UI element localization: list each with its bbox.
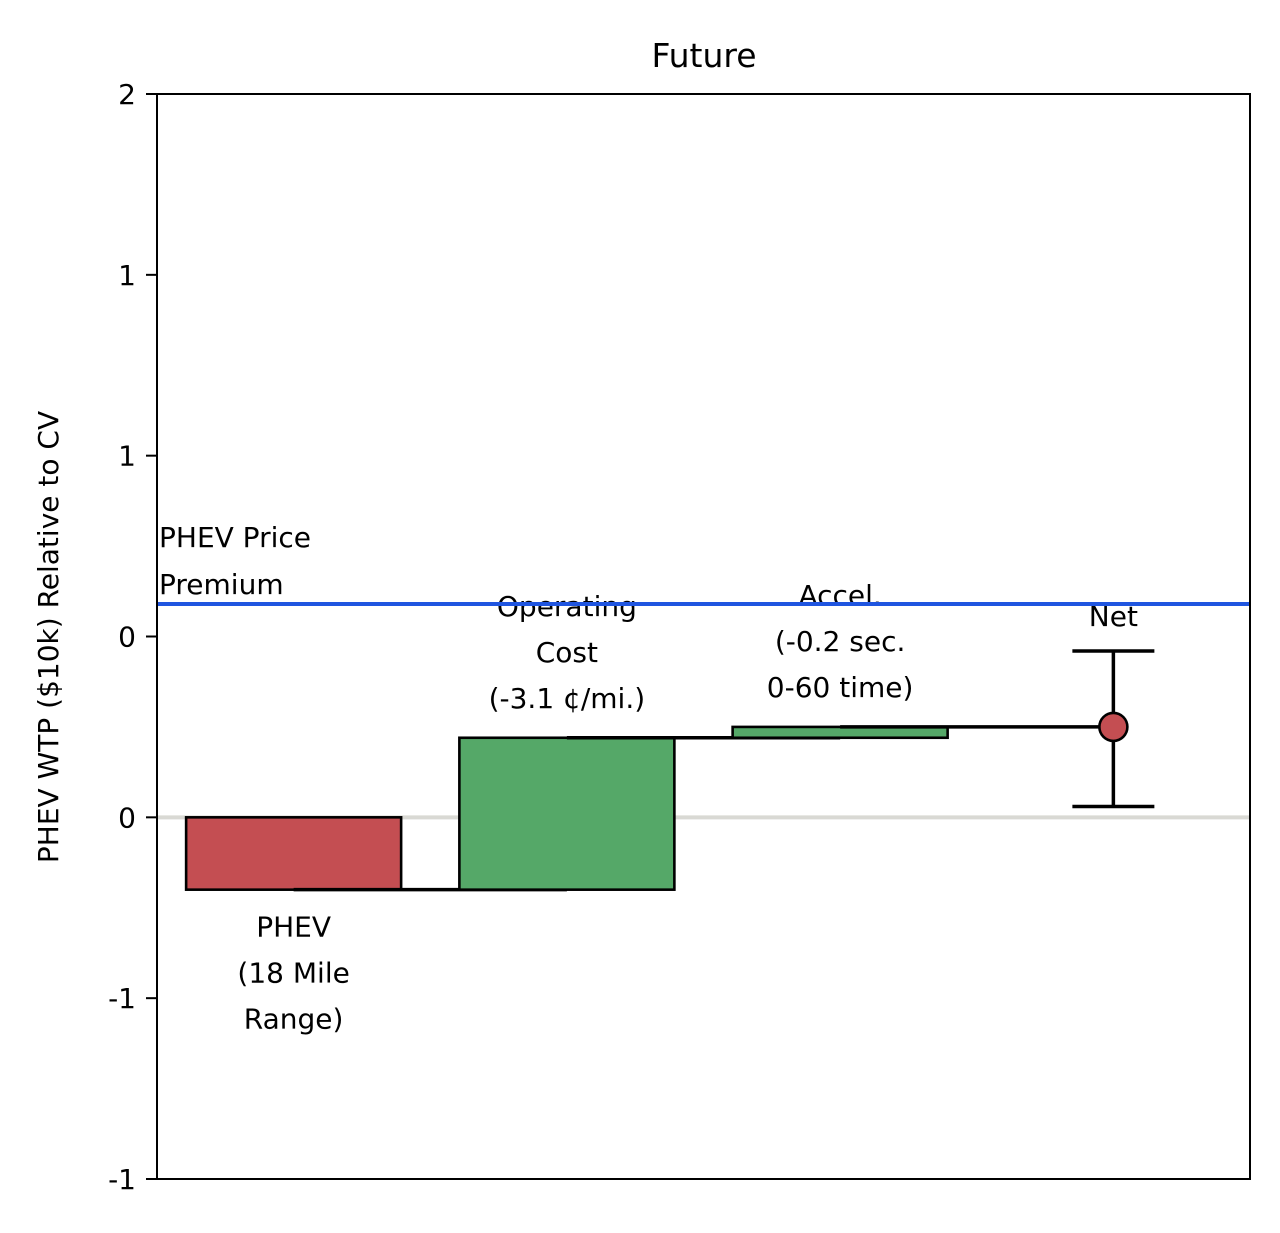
step-label: Accel. [798,579,881,612]
step-label: Operating [497,590,637,623]
price-premium-label: Premium [159,568,284,601]
y-tick-label: -1 [108,1163,136,1196]
waterfall-bar [184,816,403,891]
y-axis-label: PHEV WTP ($10k) Relative to CV [32,411,65,863]
plot-frame [156,93,1251,1180]
step-label: Cost [536,636,598,669]
step-label: Range) [244,1003,344,1036]
step-label: 0-60 time) [767,671,914,704]
y-tick-label: -1 [108,982,136,1015]
y-tick-label: 0 [118,801,136,834]
step-label: PHEV [256,911,331,944]
y-tick-label: 1 [118,259,136,292]
step-label: (-0.2 sec. [775,625,906,658]
chart-title: Future [651,36,756,75]
price-premium-label: PHEV Price [159,521,311,554]
y-tick-label: 2 [118,78,136,111]
y-tick-label: 1 [118,440,136,473]
step-label: (-3.1 ¢/mi.) [489,682,646,715]
net-point [1098,711,1129,743]
step-label: (18 Mile [237,957,349,990]
y-tick-label: 0 [118,621,136,654]
waterfall-bar [458,736,676,891]
